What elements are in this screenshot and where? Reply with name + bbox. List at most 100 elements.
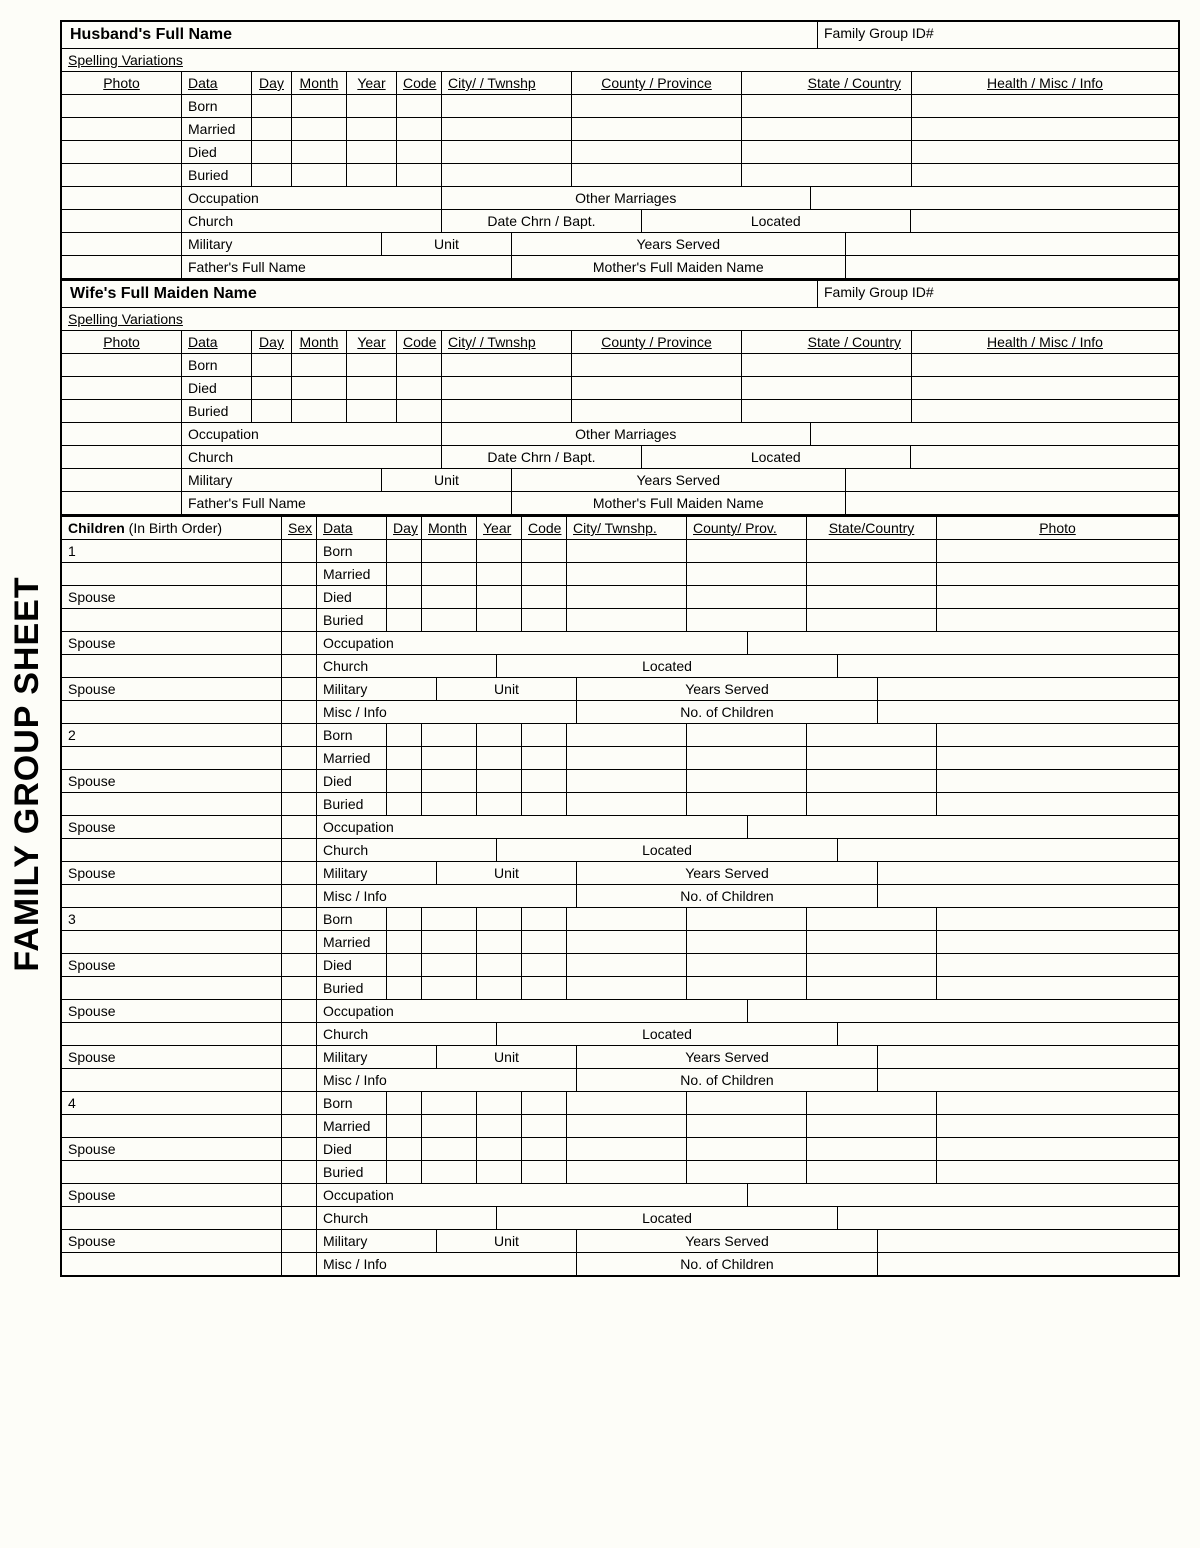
child-1-born-year[interactable]: [477, 540, 522, 562]
child-3-born-county[interactable]: [687, 908, 807, 930]
child-4-born-day[interactable]: [387, 1092, 422, 1114]
child-1-buried-county[interactable]: [687, 609, 807, 631]
buried-month[interactable]: [292, 400, 347, 422]
child-2-died-month[interactable]: [422, 770, 477, 792]
child-2-spouse1[interactable]: [62, 793, 282, 815]
died-state[interactable]: [742, 377, 912, 399]
occ-misc[interactable]: [811, 187, 1179, 209]
child-2-died-state[interactable]: [807, 770, 937, 792]
child-1-married-month[interactable]: [422, 563, 477, 585]
married-code[interactable]: [397, 118, 442, 140]
married-day[interactable]: [252, 118, 292, 140]
buried-city[interactable]: [442, 400, 572, 422]
child-3-married-state[interactable]: [807, 931, 937, 953]
died-misc[interactable]: [912, 377, 1178, 399]
child-2-born-day[interactable]: [387, 724, 422, 746]
born-code[interactable]: [397, 95, 442, 117]
child-4-married-state[interactable]: [807, 1115, 937, 1137]
buried-state[interactable]: [742, 164, 912, 186]
child-3-died-county[interactable]: [687, 954, 807, 976]
child-3-born-code[interactable]: [522, 908, 567, 930]
buried-misc[interactable]: [912, 164, 1178, 186]
child-4-buried-day[interactable]: [387, 1161, 422, 1183]
child-2-married-state[interactable]: [807, 747, 937, 769]
buried-city[interactable]: [442, 164, 572, 186]
married-county[interactable]: [572, 118, 742, 140]
married-misc[interactable]: [912, 118, 1178, 140]
child-1-buried-state[interactable]: [807, 609, 937, 631]
child-3-married-year[interactable]: [477, 931, 522, 953]
married-year[interactable]: [347, 118, 397, 140]
died-county[interactable]: [572, 377, 742, 399]
child-4-buried-code[interactable]: [522, 1161, 567, 1183]
child-4-sex[interactable]: [282, 1092, 317, 1114]
child-1-married-code[interactable]: [522, 563, 567, 585]
child-4-born-year[interactable]: [477, 1092, 522, 1114]
child-2-buried-state[interactable]: [807, 793, 937, 815]
died-year[interactable]: [347, 377, 397, 399]
buried-state[interactable]: [742, 400, 912, 422]
died-month[interactable]: [292, 377, 347, 399]
child-1-sex[interactable]: [282, 540, 317, 562]
child-2-died-code[interactable]: [522, 770, 567, 792]
child-3-died-day[interactable]: [387, 954, 422, 976]
child-1-died-day[interactable]: [387, 586, 422, 608]
child-4-married-year[interactable]: [477, 1115, 522, 1137]
child-1-spouse2[interactable]: [62, 655, 282, 677]
child-1-born-month[interactable]: [422, 540, 477, 562]
child-3-died-year[interactable]: [477, 954, 522, 976]
child-4-born-state[interactable]: [807, 1092, 937, 1114]
child-3-born-month[interactable]: [422, 908, 477, 930]
child-2-died-city[interactable]: [567, 770, 687, 792]
born-city[interactable]: [442, 354, 572, 376]
child-2-buried-year[interactable]: [477, 793, 522, 815]
child-1-spouse1[interactable]: [62, 609, 282, 631]
child-3-married-city[interactable]: [567, 931, 687, 953]
born-county[interactable]: [572, 95, 742, 117]
child-2-born-city[interactable]: [567, 724, 687, 746]
child-2-name[interactable]: [62, 747, 282, 769]
child-2-born-state[interactable]: [807, 724, 937, 746]
child-2-buried-month[interactable]: [422, 793, 477, 815]
child-4-spouse2[interactable]: [62, 1207, 282, 1229]
died-city[interactable]: [442, 141, 572, 163]
child-4-died-city[interactable]: [567, 1138, 687, 1160]
child-3-born-day[interactable]: [387, 908, 422, 930]
child-4-married-city[interactable]: [567, 1115, 687, 1137]
child-2-born-month[interactable]: [422, 724, 477, 746]
child-1-buried-day[interactable]: [387, 609, 422, 631]
child-3-buried-city[interactable]: [567, 977, 687, 999]
child-4-died-day[interactable]: [387, 1138, 422, 1160]
child-1-married-county[interactable]: [687, 563, 807, 585]
child-1-married-year[interactable]: [477, 563, 522, 585]
child-3-born-state[interactable]: [807, 908, 937, 930]
child-4-buried-city[interactable]: [567, 1161, 687, 1183]
child-4-born-county[interactable]: [687, 1092, 807, 1114]
child-3-married-county[interactable]: [687, 931, 807, 953]
buried-month[interactable]: [292, 164, 347, 186]
child-1-born-county[interactable]: [687, 540, 807, 562]
married-state[interactable]: [742, 118, 912, 140]
child-4-born-code[interactable]: [522, 1092, 567, 1114]
born-misc[interactable]: [912, 95, 1178, 117]
child-2-buried-code[interactable]: [522, 793, 567, 815]
child-2-died-day[interactable]: [387, 770, 422, 792]
child-3-married-code[interactable]: [522, 931, 567, 953]
child-1-buried-month[interactable]: [422, 609, 477, 631]
born-misc[interactable]: [912, 354, 1178, 376]
child-2-sex[interactable]: [282, 724, 317, 746]
child-1-married-day[interactable]: [387, 563, 422, 585]
died-day[interactable]: [252, 141, 292, 163]
died-state[interactable]: [742, 141, 912, 163]
child-1-married-city[interactable]: [567, 563, 687, 585]
born-day[interactable]: [252, 95, 292, 117]
church-misc[interactable]: [911, 446, 1179, 468]
child-4-died-month[interactable]: [422, 1138, 477, 1160]
child-3-spouse2[interactable]: [62, 1023, 282, 1045]
born-year[interactable]: [347, 95, 397, 117]
died-month[interactable]: [292, 141, 347, 163]
died-year[interactable]: [347, 141, 397, 163]
child-2-married-county[interactable]: [687, 747, 807, 769]
died-city[interactable]: [442, 377, 572, 399]
buried-county[interactable]: [572, 400, 742, 422]
